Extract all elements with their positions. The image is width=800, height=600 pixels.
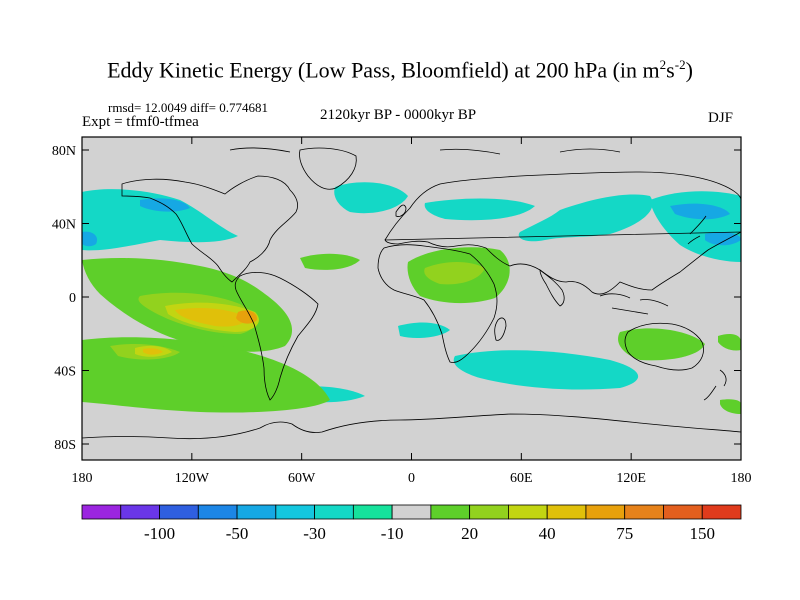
field-australia-pos [618,328,705,361]
colorbar-swatch [546,504,587,520]
lon-tick-label: 180 [72,471,93,486]
field-south-atlantic-neg [398,322,450,338]
colorbar-swatch [663,504,703,520]
colorbar-swatch [352,504,393,520]
field-ne-asia-neg [518,194,653,242]
coast-antarctica [82,413,741,440]
colorbar-swatch [120,504,160,520]
field-north-pacific-neg [82,189,238,251]
coast-madagascar [494,317,507,341]
lon-tick-label: 120E [616,471,646,486]
field-atlantic-pos [300,253,360,270]
field-asia-neg [424,198,535,221]
lon-axis: 180 120W 60W 0 60E 120E 180 [72,137,752,486]
field-pacific-max-core [175,308,246,327]
lat-tick-label: 80S [54,438,76,453]
field-nw-pacific-core [670,203,730,220]
lon-tick-label: 0 [408,471,415,486]
colorbar-label: -50 [226,524,249,543]
colorbar-swatch [391,504,432,520]
anomaly-fields [82,182,741,414]
colorbar-swatch [236,504,277,520]
lat-tick-label: 80N [52,144,76,159]
colorbar-label: -100 [144,524,175,543]
field-pacific-core [82,231,98,247]
coast-australia [624,322,704,371]
colorbar-swatch [701,504,742,520]
coast-africa [377,244,498,363]
coast-japan [687,215,707,245]
colorbar-swatch [430,504,471,520]
lon-tick-label: 120W [175,471,210,486]
coast-india [539,269,565,307]
period-label: 2120kyr BP - 0000kyr BP [320,107,477,123]
coast-eurasia [384,171,741,295]
colorbar-label: 75 [616,524,633,543]
stats-label: rmsd= 12.0049 diff= 0.774681 [108,100,268,115]
lat-tick-label: 0 [69,291,76,306]
colorbar-swatch [508,504,548,520]
colorbar-swatch [81,504,122,520]
colorbar-label: 20 [461,524,478,543]
coast-arctic-islands [229,147,621,155]
colorbar-swatch [314,504,354,520]
lat-tick-label: 40S [54,365,76,380]
lon-tick-label: 60E [510,471,533,486]
coast-uk [395,204,407,217]
colorbar-swatch [159,504,199,520]
colorbar-label: 150 [689,524,715,543]
colorbar-label: -10 [381,524,404,543]
colorbar-swatch [585,504,626,520]
colorbar-swatch [275,504,315,520]
colorbar-label: -30 [303,524,326,543]
field-south-pacific-peak [143,348,163,355]
field-japan-core [705,232,741,246]
coast-south-america [234,272,319,401]
coast-north-america [121,175,298,283]
field-africa-core-pos [424,262,485,285]
chart-title: Eddy Kinetic Energy (Low Pass, Bloomfiel… [107,57,693,83]
lon-tick-label: 60W [288,471,316,486]
season-label: DJF [708,110,734,126]
field-north-atlantic-neg [334,182,408,214]
colorbar-swatch [624,504,664,520]
colorbar-swatch [469,504,509,520]
colorbar-label: 40 [539,524,556,543]
field-pacific-peak [236,310,258,324]
coastlines [82,147,741,440]
field-east-pacific-pos [718,334,741,351]
coast-new-zealand [703,369,727,401]
lat-axis: 80N 40N 0 40S 80S [52,144,741,453]
experiment-label: Expt = tfmf0-tfmea [82,114,199,130]
field-sw-pacific-pos [720,399,741,414]
field-southern-ocean-neg [453,350,639,390]
coast-indonesia [599,293,669,315]
lon-tick-label: 180 [731,471,752,486]
colorbar: -100 -50 -30 -10 20 40 75 150 [81,504,742,543]
lat-tick-label: 40N [52,218,76,233]
colorbar-swatch [197,504,238,520]
coast-greenland [299,147,357,190]
